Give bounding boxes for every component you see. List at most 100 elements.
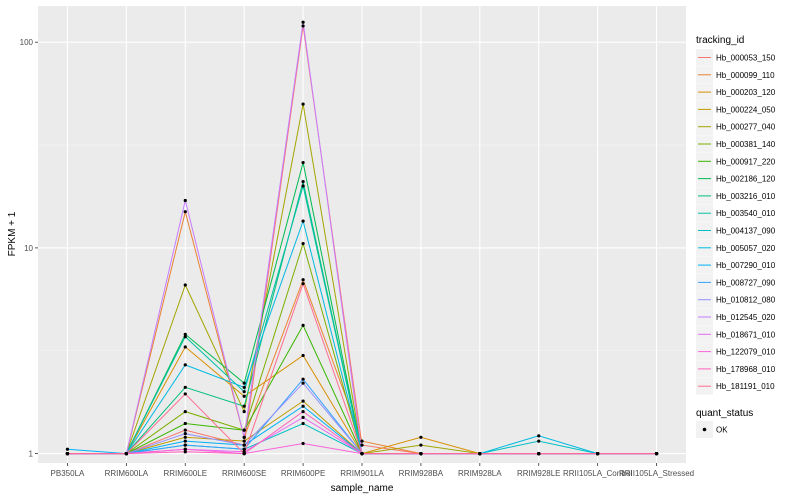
- legend-label-6: Hb_000917_220: [716, 157, 776, 166]
- data-point-Hb_008727_090-3: [242, 447, 246, 451]
- data-point-Hb_000203_120-3: [242, 394, 246, 398]
- legend-label-12: Hb_007290_010: [716, 261, 776, 270]
- data-point-Hb_010812_080-4: [301, 381, 305, 385]
- data-point-Hb_007290_010-4: [301, 404, 305, 408]
- x-tick-label-4: RRIM600PE: [281, 469, 325, 478]
- x-tick-label-6: RRIM928BA: [399, 469, 444, 478]
- data-point-Hb_004137_090-8: [537, 439, 541, 443]
- x-axis: PB350LA RRIM600LA RRIM600LE RRIM600SE RRIM60…: [51, 463, 694, 478]
- legend-label-18: Hb_178968_010: [716, 365, 776, 374]
- data-point-Hb_012545_020-2: [183, 198, 187, 203]
- data-point-Hb_005057_020-4: [301, 219, 305, 223]
- data-point-Hb_181191_010-0: [65, 451, 70, 456]
- data-point-Hb_181191_010-5: [360, 451, 364, 456]
- data-point-Hb_000099_110-2: [183, 210, 187, 214]
- data-point-Hb_007290_010-0: [65, 447, 70, 451]
- data-point-Hb_000224_050-3: [242, 439, 246, 443]
- data-point-Hb_008727_090-2: [183, 443, 187, 447]
- data-point-Hb_002186_120-4: [301, 160, 305, 165]
- data-point-Hb_181191_010-10: [654, 451, 659, 456]
- data-point-Hb_181191_010-6: [419, 451, 423, 456]
- legend-label-19: Hb_181191_010: [716, 382, 775, 391]
- x-tick-label-10: RRII105LA_Stressed: [619, 469, 694, 478]
- data-point-Hb_181191_010-4: [301, 282, 305, 286]
- legend-label-8: Hb_003216_010: [716, 192, 776, 201]
- data-point-Hb_000203_120-2: [183, 345, 187, 349]
- x-tick-label-9: RRII105LA_Control: [563, 469, 633, 478]
- legend2-title: quant_status: [696, 408, 753, 419]
- data-point-Hb_000277_040-2: [183, 283, 187, 287]
- legend2-label-0: OK: [716, 426, 728, 435]
- legend-label-16: Hb_018671_010: [716, 330, 776, 339]
- data-point-Hb_004137_090-4: [301, 421, 305, 426]
- series-points: [65, 20, 659, 456]
- x-tick-label-0: PB350LA: [51, 469, 85, 478]
- data-point-Hb_122079_010-4: [301, 441, 305, 446]
- data-point-Hb_000224_050-4: [301, 399, 305, 403]
- data-point-Hb_002186_120-3: [242, 381, 246, 385]
- y-tick-label-1: 10: [24, 244, 33, 253]
- data-point-Hb_003216_010-2: [183, 385, 187, 389]
- data-point-Hb_178968_010-2: [183, 450, 187, 454]
- data-point-Hb_181191_010-7: [478, 451, 482, 456]
- data-point-Hb_000099_110-5: [360, 439, 364, 443]
- data-point-Hb_003540_010-2: [183, 335, 187, 339]
- legend-label-11: Hb_005057_020: [716, 244, 776, 253]
- legend-label-2: Hb_000203_120: [716, 88, 776, 97]
- legend-label-3: Hb_000224_050: [716, 105, 776, 114]
- legend-label-10: Hb_004137_090: [716, 227, 776, 236]
- data-point-Hb_003540_010-3: [242, 390, 246, 394]
- data-point-Hb_005057_020-3: [242, 385, 246, 389]
- legend-label-13: Hb_008727_090: [716, 278, 776, 287]
- legend: tracking_id Hb_000053_150 Hb_000099_110 Hb…: [696, 35, 776, 395]
- data-point-Hb_000277_040-6: [419, 443, 423, 447]
- legend2-point-icon-0: [702, 427, 707, 432]
- data-point-Hb_000381_140-4: [301, 241, 305, 246]
- legend-label-15: Hb_012545_020: [716, 313, 776, 322]
- data-point-Hb_000277_040-3: [242, 410, 246, 414]
- x-tick-label-1: RRIM600LA: [105, 469, 149, 478]
- data-point-Hb_000277_040-4: [301, 102, 305, 106]
- data-point-Hb_000203_120-6: [419, 435, 423, 439]
- y-tick-label-0: 1: [29, 450, 34, 459]
- y-tick-label-2: 100: [20, 38, 34, 47]
- data-point-Hb_018671_010-4: [301, 415, 305, 419]
- x-axis-title: sample_name: [331, 483, 394, 494]
- legend-label-9: Hb_003540_010: [716, 209, 776, 218]
- x-tick-label-5: RRIM901LA: [340, 469, 384, 478]
- data-point-Hb_000099_110-4: [301, 278, 305, 282]
- data-point-Hb_000053_150-2: [183, 428, 187, 432]
- data-point-Hb_012545_020-4: [301, 20, 305, 24]
- data-point-Hb_008727_090-4: [301, 377, 305, 381]
- data-point-Hb_181191_010-1: [124, 451, 128, 456]
- data-point-Hb_010812_080-2: [183, 432, 187, 436]
- data-point-Hb_181191_010-2: [183, 392, 187, 396]
- data-point-Hb_003216_010-3: [242, 404, 246, 408]
- data-point-Hb_000917_220-2: [183, 421, 187, 426]
- data-point-Hb_181191_010-9: [596, 451, 600, 456]
- data-point-Hb_000053_150-5: [360, 443, 364, 447]
- legend-label-14: Hb_010812_080: [716, 296, 776, 305]
- legend-label-5: Hb_000381_140: [716, 140, 776, 149]
- data-point-Hb_003216_010-4: [301, 180, 305, 184]
- data-point-Hb_005057_020-2: [183, 363, 187, 367]
- x-tick-label-7: RRIM928LA: [458, 469, 502, 478]
- x-tick-label-2: RRIM600LE: [163, 469, 207, 478]
- data-point-Hb_003540_010-4: [301, 184, 305, 188]
- legend-label-0: Hb_000053_150: [716, 54, 776, 63]
- data-point-Hb_000381_140-2: [183, 410, 187, 414]
- data-point-Hb_181191_010-3: [242, 451, 246, 456]
- y-axis-title: FPKM + 1: [7, 211, 18, 256]
- data-point-Hb_010812_080-3: [242, 443, 246, 447]
- y-axis: 1 10 100: [20, 38, 38, 459]
- data-point-Hb_000224_050-2: [183, 435, 187, 439]
- x-tick-label-3: RRIM600SE: [222, 469, 266, 478]
- data-point-Hb_000917_220-4: [301, 323, 305, 327]
- data-point-Hb_181191_010-8: [537, 451, 541, 456]
- legend-label-7: Hb_002186_120: [716, 175, 776, 184]
- legend-label-1: Hb_000099_110: [716, 71, 775, 80]
- data-point-Hb_000203_120-4: [301, 353, 305, 358]
- x-tick-label-8: RRIM928LE: [517, 469, 561, 478]
- legend-quant-status: quant_status OK: [696, 408, 753, 438]
